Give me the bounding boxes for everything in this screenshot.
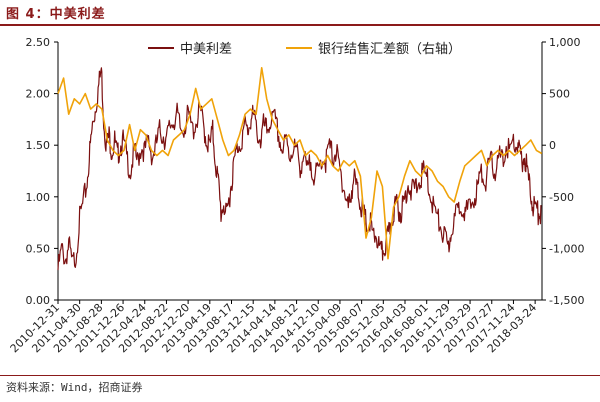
title-rule (0, 24, 600, 26)
chart-svg: 0.00 0.50 1.00 1.50 2.00 2.50 -1,500 -1,000 -500… (8, 36, 585, 355)
left-y-tick-label: 2.50 (26, 36, 51, 49)
right-y-tick-label: -1,000 (549, 242, 584, 255)
left-y-tick-label: 2.00 (26, 88, 51, 101)
right-y-tick-label: 500 (549, 88, 570, 101)
legend: 中美利差 银行结售汇差额（右轴） (148, 41, 461, 57)
series-lines (57, 67, 543, 271)
left-y-tick-label: 1.50 (26, 139, 51, 152)
legend-entry: 银行结售汇差额（右轴） (318, 41, 461, 57)
left-y-tick-label: 0.50 (26, 242, 51, 255)
figure-title: 图 4：中美利差 (6, 7, 106, 22)
series-line-spread (57, 67, 542, 271)
right-y-tick-label: 0 (549, 139, 556, 152)
series-line-fx-settlement (57, 67, 543, 260)
right-y-tick-label: -1,500 (549, 294, 584, 307)
left-y-tick-label: 1.00 (26, 191, 51, 204)
legend-entry: 中美利差 (180, 42, 232, 57)
axes-group (54, 41, 546, 304)
source-note: 资料来源：Wind，招商证券 (6, 381, 143, 394)
tick-labels: 0.00 0.50 1.00 1.50 2.00 2.50 -1,500 -1,000 -500… (8, 36, 585, 355)
right-y-tick-label: 1,000 (549, 36, 581, 49)
bottom-rule (0, 375, 600, 376)
left-y-tick-label: 0.00 (26, 294, 51, 307)
right-y-tick-label: -500 (549, 191, 574, 204)
